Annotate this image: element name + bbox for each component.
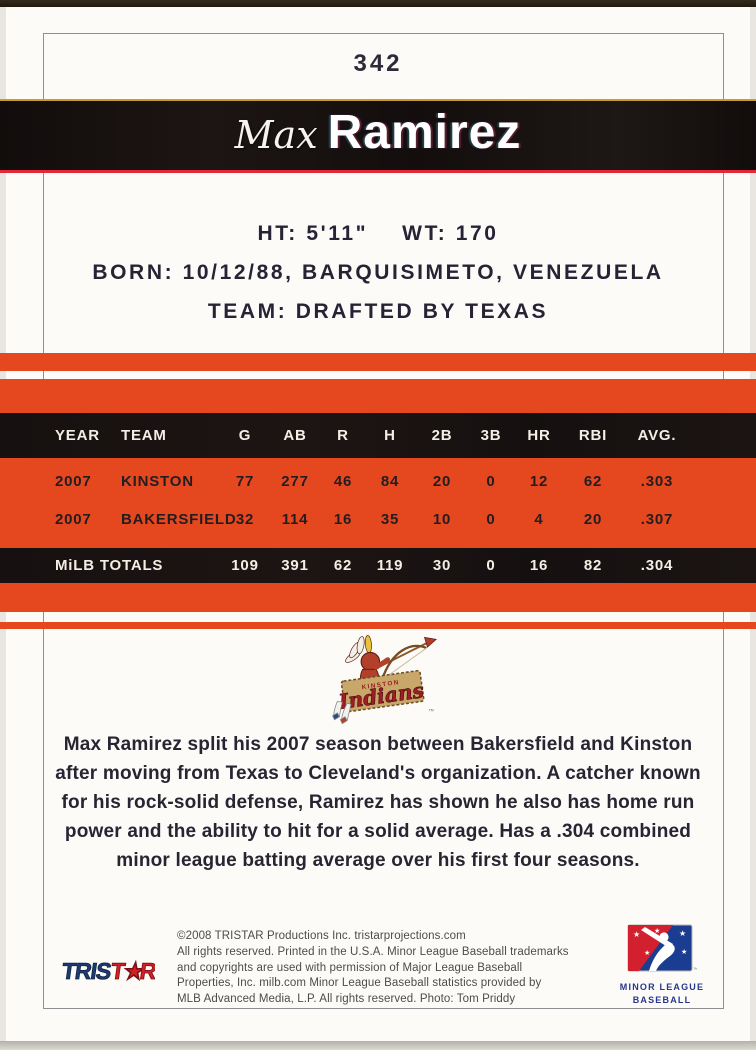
tristar-text-red: R [138,958,155,984]
cell-g: 77 [235,472,255,490]
col-hr: HR [527,427,551,444]
stats-header-band [0,413,756,458]
cell-2b: 10 [432,510,452,528]
cell-hr: 4 [534,510,544,528]
tristar-text-star: T★ [109,958,147,984]
cell-ab: 391 [281,557,309,574]
col-h: H [384,427,396,444]
cell-hr: 12 [529,472,549,490]
table-row: 2007 KINSTON 77 277 46 84 20 0 12 62 .30… [0,470,756,492]
cell-r: 62 [333,557,353,574]
card-bottom-edge [0,1041,756,1050]
milb-label-line2: BASEBALL [632,995,692,1005]
logo-trademark: ™ [428,709,434,715]
col-rbi: RBI [578,427,608,444]
cell-r: 46 [333,472,353,490]
cell-rbi: 20 [583,510,603,528]
legal-line: ©2008 TRISTAR Productions Inc. tristarpr… [177,930,466,942]
cell-h: 35 [380,510,400,528]
legal-line: Properties, Inc. milb.com Minor League B… [177,977,542,990]
cell-2b: 30 [432,557,452,574]
bio-born: BORN: 10/12/88, BARQUISIMETO, VENEZUELA [92,261,664,284]
card-number: 342 [353,50,403,77]
stats-bottom-stripe [0,622,756,629]
cell-3b: 0 [486,510,496,528]
card-top-edge [0,0,756,7]
cell-hr: 16 [529,557,549,574]
player-last-name: Ramirez [327,106,522,159]
player-summary-text: Max Ramirez split his 2007 season betwee… [55,734,701,871]
col-2b: 2B [431,427,453,444]
cell-team: BAKERSFIELD [121,510,237,528]
stats-header-row: YEAR TEAM G AB R H 2B 3B HR RBI AVG. [0,413,756,458]
kinston-indians-logo-icon: KINSTON Indians ™ [320,634,440,726]
col-g: G [238,427,252,444]
cell-rbi: 62 [583,472,603,490]
tristar-text-blue: TRIS [60,958,113,984]
copyright-legal-text: ©2008 TRISTAR Productions Inc. tristarpr… [177,929,617,1008]
cell-h: 119 [376,557,404,574]
totals-label: MiLB TOTALS [55,557,164,574]
cell-2b: 20 [432,472,452,490]
cell-r: 16 [333,510,353,528]
stats-table: YEAR TEAM G AB R H 2B 3B HR RBI AVG. 200… [0,379,756,612]
bio-height: HT: 5'11" [257,222,369,245]
cell-3b: 0 [486,472,496,490]
stats-top-stripe [0,353,756,371]
cell-rbi: 82 [583,557,603,574]
cell-g: 109 [231,557,259,574]
col-ab: AB [283,427,307,444]
bio-team: TEAM: DRAFTED BY TEXAS [207,300,549,323]
cell-3b: 0 [486,557,496,574]
col-team: TEAM [121,427,167,444]
col-3b: 3B [480,427,502,444]
col-year: YEAR [55,427,100,444]
legal-line: MLB Advanced Media, L.P. All rights rese… [177,993,516,1006]
player-first-name: Max [234,113,318,157]
svg-text:™: ™ [693,967,697,973]
cell-g: 32 [235,510,255,528]
cell-team: KINSTON [121,472,194,490]
stats-totals-band [0,548,756,583]
col-avg: AVG. [637,427,677,444]
cell-year: 2007 [55,510,92,528]
cell-h: 84 [380,472,400,490]
milb-label: MINOR LEAGUE BASEBALL [612,981,712,1007]
table-row: 2007 BAKERSFIELD 32 114 16 35 10 0 4 20 … [0,508,756,530]
svg-text:★: ★ [644,949,650,957]
legal-line: and copyrights are used with permission … [177,961,523,974]
cell-ab: 277 [281,472,309,490]
tristar-logo-icon: TRIS T★ R [57,950,159,990]
cell-year: 2007 [55,472,92,490]
svg-text:★: ★ [681,948,687,956]
bio-weight: WT: 170 [402,222,499,245]
svg-text:★: ★ [679,929,686,938]
totals-row: MiLB TOTALS 109 391 62 119 30 0 16 82 .3… [0,548,756,583]
cell-avg: .303 [640,472,674,490]
cell-avg: .304 [640,557,674,574]
legal-line: All rights reserved. Printed in the U.S.… [177,945,569,958]
svg-text:★: ★ [654,927,660,935]
col-r: R [337,427,349,444]
player-bio: HT: 5'11" WT: 170 BORN: 10/12/88, BARQUI… [0,214,756,331]
svg-text:★: ★ [633,930,640,939]
milb-label-line1: MINOR LEAGUE [619,982,705,992]
milb-logo-icon: ★ ★ ★ ★ ★ ™ MINOR LEAGUE BASEBALL [612,924,712,1007]
bio-height-weight: HT: 5'11" WT: 170 [0,214,756,253]
player-name-banner: Max Ramirez [0,99,756,173]
cell-ab: 114 [281,510,309,528]
cell-avg: .307 [640,510,674,528]
